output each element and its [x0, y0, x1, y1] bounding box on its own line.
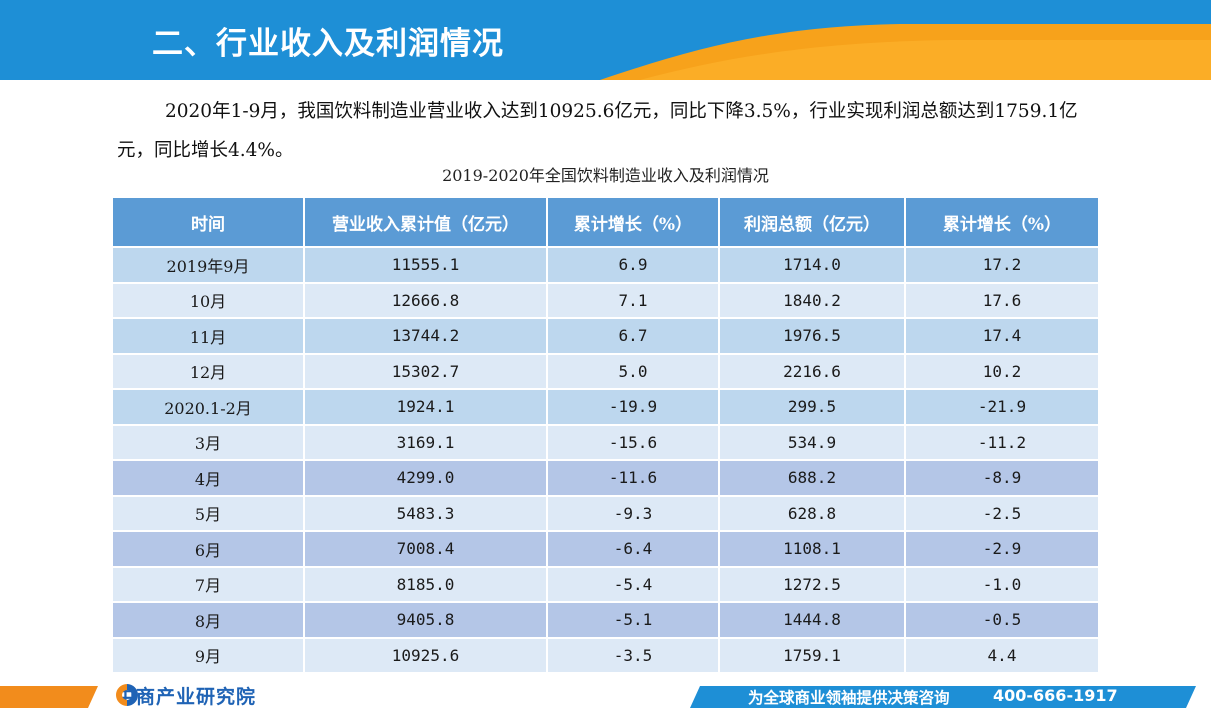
profit-growth-cell: -2.9 [905, 530, 1098, 567]
profit-growth-cell: -2.5 [905, 494, 1098, 531]
table-row: 2019年9月 11555.1 6.9 1714.0 17.2 [113, 246, 1098, 283]
profit-cell: 628.8 [719, 494, 906, 531]
time-cell: 2020.1-2月 [113, 388, 305, 425]
profit-growth-cell: -11.2 [905, 423, 1098, 460]
profit-cell: 1840.2 [719, 281, 906, 318]
logo-text: 中商产业研究院 [116, 686, 257, 708]
header-banner: 二、行业收入及利润情况 [0, 0, 1211, 80]
revenue-growth-cell: -5.4 [547, 565, 720, 602]
footer-slogan: 为全球商业领袖提供决策咨询 [748, 689, 950, 707]
profit-cell: 299.5 [719, 388, 906, 425]
revenue-growth-cell: -11.6 [547, 459, 720, 496]
table-row: 5月 5483.3 -9.3 628.8 -2.5 [113, 494, 1098, 531]
column-header-profit: 利润总额（亿元） [719, 198, 906, 247]
time-cell: 9月 [113, 636, 305, 672]
time-cell: 6月 [113, 530, 305, 567]
revenue-growth-cell: 6.9 [547, 246, 720, 283]
revenue-growth-cell: -15.6 [547, 423, 720, 460]
column-header-revenue-growth: 累计增长（%） [547, 198, 720, 247]
revenue-cell: 1924.1 [304, 388, 548, 425]
revenue-cell: 10925.6 [304, 636, 548, 672]
profit-growth-cell: 4.4 [905, 636, 1098, 672]
company-logo: 中商产业研究院 [112, 682, 256, 709]
profit-growth-cell: -21.9 [905, 388, 1098, 425]
revenue-growth-cell: 6.7 [547, 317, 720, 354]
revenue-growth-cell: -3.5 [547, 636, 720, 672]
table-row: 9月 10925.6 -3.5 1759.1 4.4 [113, 636, 1098, 672]
profit-cell: 534.9 [719, 423, 906, 460]
revenue-cell: 3169.1 [304, 423, 548, 460]
profit-growth-cell: 17.4 [905, 317, 1098, 354]
profit-cell: 2216.6 [719, 352, 906, 389]
time-cell: 3月 [113, 423, 305, 460]
time-cell: 7月 [113, 565, 305, 602]
time-cell: 11月 [113, 317, 305, 354]
revenue-cell: 8185.0 [304, 565, 548, 602]
profit-growth-cell: -0.5 [905, 601, 1098, 638]
time-cell: 5月 [113, 494, 305, 531]
table-row: 3月 3169.1 -15.6 534.9 -11.2 [113, 423, 1098, 460]
revenue-growth-cell: 7.1 [547, 281, 720, 318]
table-row: 12月 15302.7 5.0 2216.6 10.2 [113, 352, 1098, 389]
revenue-cell: 5483.3 [304, 494, 548, 531]
footer-bar: 中商产业研究院 为全球商业领袖提供决策咨询 400-666-1917 [0, 678, 1211, 716]
table-row: 7月 8185.0 -5.4 1272.5 -1.0 [113, 565, 1098, 602]
column-header-revenue: 营业收入累计值（亿元） [304, 198, 548, 247]
revenue-cell: 15302.7 [304, 352, 548, 389]
profit-growth-cell: -8.9 [905, 459, 1098, 496]
profit-cell: 1272.5 [719, 565, 906, 602]
intro-paragraph: 2020年1-9月，我国饮料制造业营业收入达到10925.6亿元，同比下降3.5… [117, 101, 1078, 161]
revenue-cell: 13744.2 [304, 317, 548, 354]
header-background [0, 0, 1211, 80]
table-row: 2020.1-2月 1924.1 -19.9 299.5 -21.9 [113, 388, 1098, 425]
column-header-profit-growth: 累计增长（%） [905, 198, 1098, 247]
table-row: 10月 12666.8 7.1 1840.2 17.6 [113, 281, 1098, 318]
page-title: 二、行业收入及利润情况 [152, 26, 504, 62]
table-row: 4月 4299.0 -11.6 688.2 -8.9 [113, 459, 1098, 496]
footer-phone: 400-666-1917 [993, 686, 1118, 705]
revenue-growth-cell: -5.1 [547, 601, 720, 638]
time-cell: 2019年9月 [113, 246, 305, 283]
revenue-profit-table: 时间 营业收入累计值（亿元） 累计增长（%） 利润总额（亿元） 累计增长（%） … [113, 198, 1098, 672]
table-row: 11月 13744.2 6.7 1976.5 17.4 [113, 317, 1098, 354]
revenue-cell: 9405.8 [304, 601, 548, 638]
revenue-growth-cell: -9.3 [547, 494, 720, 531]
table-row: 8月 9405.8 -5.1 1444.8 -0.5 [113, 601, 1098, 638]
profit-growth-cell: 17.2 [905, 246, 1098, 283]
table-header-row: 时间 营业收入累计值（亿元） 累计增长（%） 利润总额（亿元） 累计增长（%） [113, 198, 1098, 247]
time-cell: 12月 [113, 352, 305, 389]
profit-growth-cell: -1.0 [905, 565, 1098, 602]
table-caption: 2019-2020年全国饮料制造业收入及利润情况 [442, 166, 769, 185]
profit-cell: 1976.5 [719, 317, 906, 354]
revenue-cell: 4299.0 [304, 459, 548, 496]
logo-icon [116, 684, 138, 706]
footer-background [0, 686, 1196, 708]
profit-growth-cell: 17.6 [905, 281, 1098, 318]
profit-cell: 1444.8 [719, 601, 906, 638]
table-body: 2019年9月 11555.1 6.9 1714.0 17.2 10月 12666.8 7.1… [113, 246, 1098, 672]
time-cell: 4月 [113, 459, 305, 496]
table-row: 6月 7008.4 -6.4 1108.1 -2.9 [113, 530, 1098, 567]
profit-cell: 688.2 [719, 459, 906, 496]
time-cell: 10月 [113, 281, 305, 318]
revenue-cell: 12666.8 [304, 281, 548, 318]
time-cell: 8月 [113, 601, 305, 638]
revenue-growth-cell: 5.0 [547, 352, 720, 389]
revenue-cell: 7008.4 [304, 530, 548, 567]
column-header-time: 时间 [113, 198, 305, 247]
profit-cell: 1759.1 [719, 636, 906, 672]
revenue-growth-cell: -19.9 [547, 388, 720, 425]
profit-cell: 1108.1 [719, 530, 906, 567]
revenue-growth-cell: -6.4 [547, 530, 720, 567]
profit-growth-cell: 10.2 [905, 352, 1098, 389]
revenue-cell: 11555.1 [304, 246, 548, 283]
profit-cell: 1714.0 [719, 246, 906, 283]
